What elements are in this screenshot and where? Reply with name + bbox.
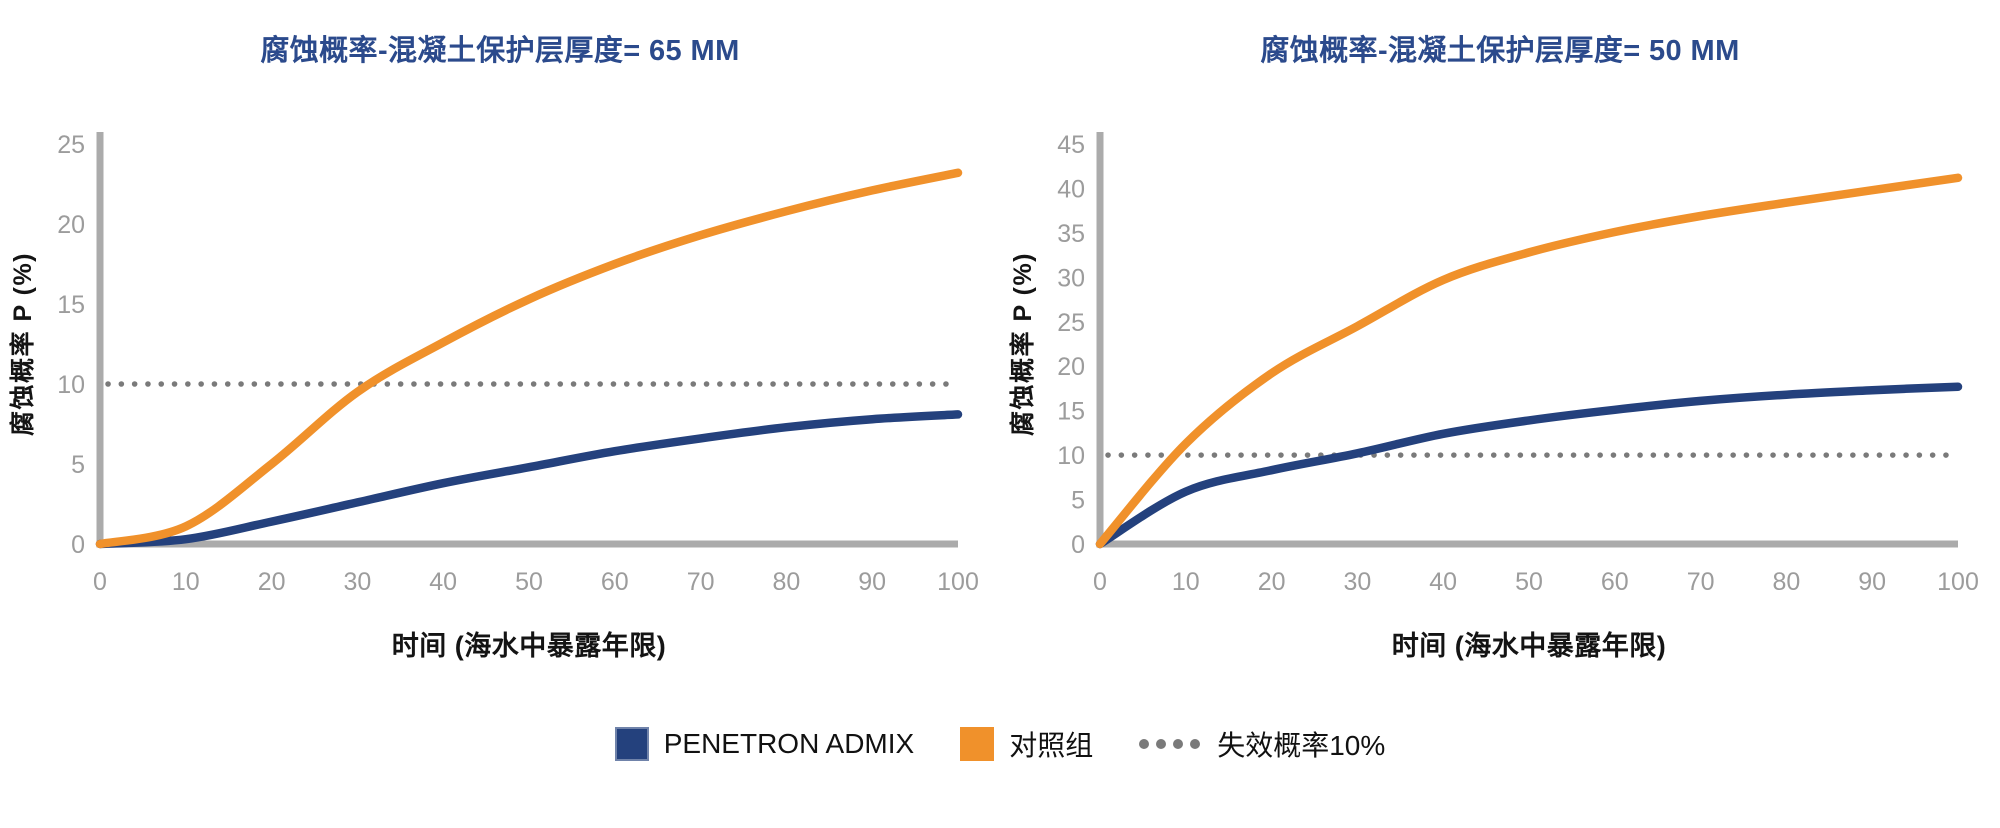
svg-text:40: 40 bbox=[429, 568, 457, 596]
legend-item-penetron-admix: PENETRON ADMIX bbox=[614, 726, 915, 761]
dot-icon bbox=[1173, 738, 1184, 749]
svg-text:腐蚀概率 P (%): 腐蚀概率 P (%) bbox=[8, 252, 37, 436]
chart-title-65mm: 腐蚀概率-混凝土保护层厚度= 65 MM bbox=[260, 35, 740, 67]
charts-row: 腐蚀概率-混凝土保护层厚度= 65 MM 0 5 10 15 20 25 0 10 20 30 40… bbox=[0, 34, 2000, 684]
svg-text:60: 60 bbox=[601, 568, 629, 596]
svg-text:10: 10 bbox=[1057, 442, 1085, 470]
svg-text:腐蚀概率 P (%): 腐蚀概率 P (%) bbox=[1008, 252, 1037, 436]
svg-text:5: 5 bbox=[71, 451, 85, 479]
svg-text:10: 10 bbox=[172, 568, 200, 596]
svg-text:15: 15 bbox=[57, 291, 85, 319]
dot-icon bbox=[1190, 738, 1201, 749]
chart-panel-50mm: 腐蚀概率-混凝土保护层厚度= 50 MM 0 5 10 15 20 25 30 35 40 45 0… bbox=[1000, 34, 2000, 684]
corrosion-probability-figure: 腐蚀概率-混凝土保护层厚度= 65 MM 0 5 10 15 20 25 0 10 20 30 40… bbox=[0, 34, 2000, 764]
svg-text:70: 70 bbox=[1687, 568, 1715, 596]
legend-label-failure-threshold: 失效概率10% bbox=[1217, 729, 1386, 761]
svg-text:35: 35 bbox=[1057, 220, 1085, 248]
svg-text:时间 (海水中暴露年限): 时间 (海水中暴露年限) bbox=[392, 630, 666, 661]
svg-text:40: 40 bbox=[1429, 568, 1457, 596]
svg-text:45: 45 bbox=[1057, 131, 1085, 159]
svg-text:0: 0 bbox=[93, 568, 107, 596]
control-group-color-swatch bbox=[960, 726, 995, 761]
dot-icon bbox=[1139, 738, 1150, 749]
svg-text:20: 20 bbox=[57, 211, 85, 239]
penetron-admix-color-swatch bbox=[614, 726, 649, 761]
legend-item-failure-threshold: 失效概率10% bbox=[1139, 724, 1385, 764]
svg-text:60: 60 bbox=[1601, 568, 1629, 596]
legend-item-control-group: 对照组 bbox=[960, 724, 1093, 764]
svg-text:90: 90 bbox=[1858, 568, 1886, 596]
svg-text:30: 30 bbox=[1343, 568, 1371, 596]
line-chart-65mm: 0 5 10 15 20 25 0 10 20 30 40 50 60 70 80 90 100 腐蚀概率 P (… bbox=[8, 131, 979, 661]
svg-text:时间 (海水中暴露年限): 时间 (海水中暴露年限) bbox=[1392, 630, 1666, 661]
svg-text:20: 20 bbox=[258, 568, 286, 596]
chart-panel-65mm: 腐蚀概率-混凝土保护层厚度= 65 MM 0 5 10 15 20 25 0 10 20 30 40… bbox=[0, 34, 1000, 684]
legend-label-control-group: 对照组 bbox=[1009, 729, 1094, 761]
svg-text:15: 15 bbox=[1057, 397, 1085, 425]
legend-label-penetron-admix: PENETRON ADMIX bbox=[663, 727, 915, 759]
svg-text:50: 50 bbox=[515, 568, 543, 596]
svg-text:80: 80 bbox=[1772, 568, 1800, 596]
chart-legend: PENETRON ADMIX 对照组 失效概率10% bbox=[0, 724, 2000, 764]
svg-text:10: 10 bbox=[57, 371, 85, 399]
chart-title-50mm: 腐蚀概率-混凝土保护层厚度= 50 MM bbox=[1260, 35, 1740, 67]
svg-text:25: 25 bbox=[57, 131, 85, 159]
svg-text:10: 10 bbox=[1172, 568, 1200, 596]
line-chart-50mm: 0 5 10 15 20 25 30 35 40 45 0 10 20 30 40 50 60 70 80 90 100… bbox=[1008, 131, 1979, 661]
svg-text:100: 100 bbox=[1937, 568, 1979, 596]
dot-icon bbox=[1156, 738, 1167, 749]
svg-text:100: 100 bbox=[937, 568, 979, 596]
svg-text:40: 40 bbox=[1057, 175, 1085, 203]
svg-text:25: 25 bbox=[1057, 309, 1085, 337]
svg-text:0: 0 bbox=[1093, 568, 1107, 596]
svg-text:20: 20 bbox=[1057, 353, 1085, 381]
svg-text:5: 5 bbox=[1071, 486, 1085, 514]
svg-text:20: 20 bbox=[1258, 568, 1286, 596]
svg-text:50: 50 bbox=[1515, 568, 1543, 596]
svg-text:0: 0 bbox=[1071, 531, 1085, 559]
svg-text:0: 0 bbox=[71, 531, 85, 559]
svg-text:70: 70 bbox=[687, 568, 715, 596]
dotted-line-swatch bbox=[1139, 738, 1201, 749]
svg-text:90: 90 bbox=[858, 568, 886, 596]
svg-text:30: 30 bbox=[343, 568, 371, 596]
svg-text:80: 80 bbox=[772, 568, 800, 596]
svg-text:30: 30 bbox=[1057, 264, 1085, 292]
